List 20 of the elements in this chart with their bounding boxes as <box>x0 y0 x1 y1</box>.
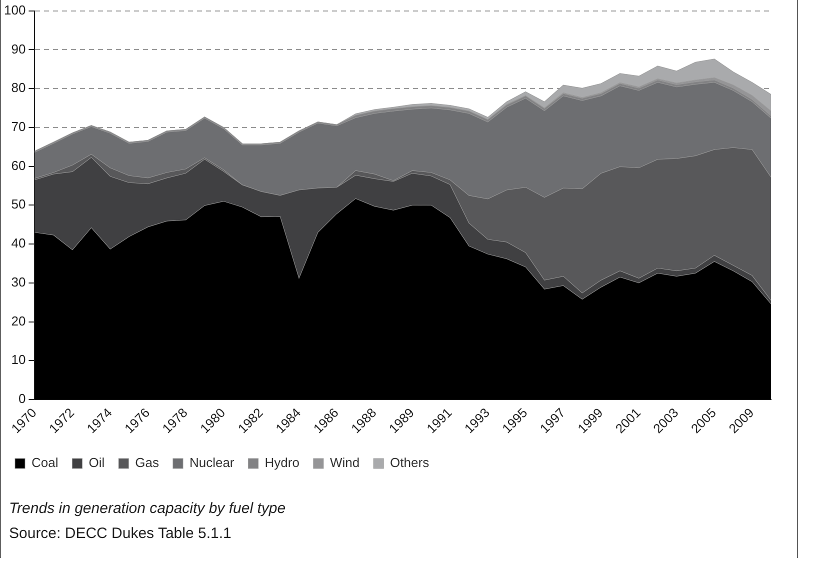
y-tick-label: 0 <box>18 391 26 406</box>
text: Trends in generation capacity by fuel type <box>9 500 287 517</box>
y-tick-label: 10 <box>11 352 26 368</box>
legend-label: Gas <box>135 455 160 470</box>
y-tick-label: 40 <box>11 236 26 251</box>
legend-label: Nuclear <box>189 455 235 470</box>
y-tick-label: 30 <box>11 274 26 290</box>
y-tick-label: 70 <box>11 118 26 134</box>
legend-label: Wind <box>330 455 360 470</box>
source-note: Source: DECC Dukes Table 5.1.1 <box>9 525 232 542</box>
y-tick-label: 60 <box>11 158 26 173</box>
legend-label: Oil <box>88 455 105 470</box>
y-tick-label: 50 <box>11 196 26 212</box>
legend-label: Hydro <box>264 455 300 470</box>
y-tick-label: 20 <box>11 313 26 328</box>
y-tick-label: 100 <box>4 2 26 18</box>
legend-label: Coal <box>32 455 58 470</box>
y-tick-label: 90 <box>11 41 26 56</box>
legend-label: Others <box>390 455 430 470</box>
y-tick-label: 80 <box>11 80 26 96</box>
